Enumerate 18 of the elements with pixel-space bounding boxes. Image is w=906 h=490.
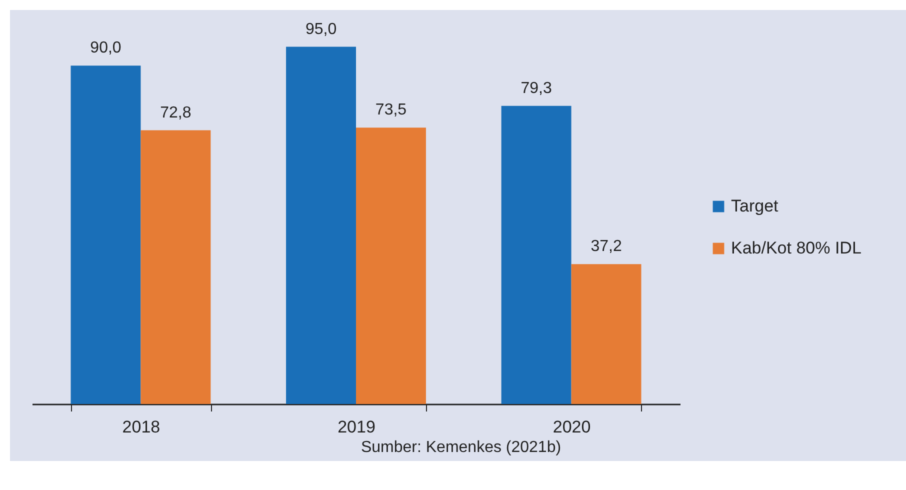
bar: [140, 130, 211, 404]
data-label: 90,0: [90, 40, 122, 57]
x-tick-label: 2020: [552, 418, 591, 436]
data-label: 95,0: [305, 20, 337, 38]
x-tick-label: 2019: [338, 418, 376, 436]
bar: [286, 46, 356, 404]
bar: [70, 66, 141, 404]
bar: [356, 128, 426, 404]
data-label: 72,8: [160, 104, 192, 122]
bar: [501, 106, 572, 404]
data-label: 73,5: [375, 102, 407, 119]
text: Sumber: Kemenkes (2021b): [360, 439, 562, 456]
legend-label: Target: [731, 196, 779, 216]
data-label: 79,3: [520, 80, 552, 97]
data-label: 37,2: [590, 238, 622, 256]
bar: [571, 264, 642, 404]
legend-label: Kab/Kot 80% IDL: [731, 238, 862, 258]
x-tick-label: 2018: [122, 418, 160, 436]
